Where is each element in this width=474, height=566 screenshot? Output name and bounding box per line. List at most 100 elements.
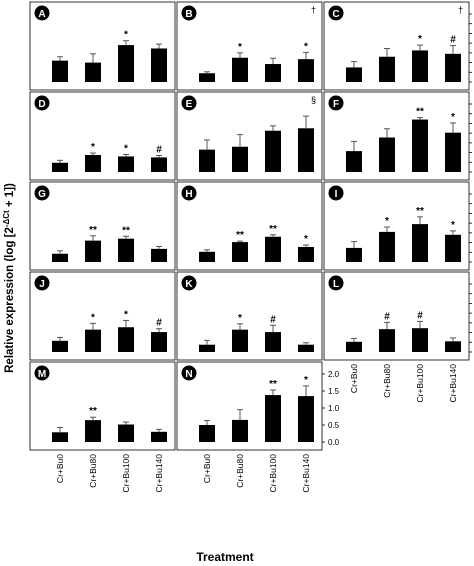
bar — [52, 162, 68, 172]
bar — [445, 234, 461, 262]
significance-mark: * — [238, 42, 242, 53]
bar — [52, 60, 68, 82]
panel-label: N — [185, 369, 192, 380]
bar — [379, 329, 395, 352]
panel-g: G ** ** — [29, 181, 176, 271]
bar — [346, 341, 362, 352]
x-axis-label: Treatment — [196, 550, 253, 564]
panel-label: B — [185, 9, 192, 20]
significance-corner-mark: § — [311, 95, 316, 105]
bar — [85, 329, 101, 352]
bar — [85, 240, 101, 262]
panel-f: F0.00.20.40.60.81.01.21.4*** — [323, 91, 472, 181]
bar — [445, 132, 461, 172]
significance-mark: * — [238, 313, 242, 324]
significance-corner-mark: † — [311, 5, 316, 15]
panel-frame — [323, 91, 470, 181]
bar — [199, 344, 215, 352]
panel-label: C — [332, 9, 339, 20]
significance-mark: # — [270, 314, 276, 325]
bar — [118, 45, 134, 82]
bar — [265, 130, 281, 172]
bar — [346, 151, 362, 172]
panel-l: L0.00.20.40.60.81.01.21.4Cr+Bu0#Cr+Bu80#… — [323, 271, 472, 403]
bar — [232, 419, 248, 442]
significance-mark: # — [450, 35, 456, 46]
bar — [445, 53, 461, 82]
bar — [298, 246, 314, 262]
significance-mark: ** — [416, 206, 424, 217]
panel-frame — [176, 271, 323, 361]
x-tick-label: Cr+Bu100 — [415, 364, 425, 403]
y-axis-label: Relative expression (log [2-ΔCt + 1]) — [2, 183, 17, 373]
panel-label: D — [38, 99, 45, 110]
bar — [118, 327, 134, 352]
panel-b: B † * * — [176, 1, 323, 91]
bar — [199, 425, 215, 442]
bar — [379, 231, 395, 262]
significance-corner-mark: † — [458, 5, 463, 15]
panel-d: D * * # — [29, 91, 176, 181]
panel-label: H — [185, 189, 192, 200]
y-tick-label: 1.0 — [328, 404, 340, 413]
significance-mark: * — [451, 112, 455, 123]
significance-mark: * — [304, 375, 308, 386]
bar — [265, 332, 281, 352]
significance-mark: * — [91, 312, 95, 323]
bar — [346, 67, 362, 82]
bar — [118, 424, 134, 442]
bar — [151, 332, 167, 352]
significance-mark: * — [304, 234, 308, 245]
panel-a: A* — [29, 1, 176, 91]
y-tick-label: 0.0 — [328, 438, 340, 447]
panel-frame — [29, 1, 176, 91]
bar — [199, 251, 215, 262]
significance-mark: ** — [122, 225, 130, 236]
x-tick-label: Cr+Bu0 — [349, 364, 359, 393]
panel-m: M Cr+Bu0 ** Cr+Bu80 Cr+Bu100 Cr+Bu140 — [29, 361, 176, 493]
panel-frame — [176, 181, 323, 271]
significance-mark: # — [156, 318, 162, 329]
panel-label: A — [38, 9, 45, 20]
panel-badge — [34, 5, 50, 21]
x-tick-label: Cr+Bu80 — [235, 454, 245, 488]
bar — [52, 340, 68, 352]
bar — [298, 344, 314, 352]
panel-badge — [328, 275, 344, 291]
panel-frame — [176, 91, 323, 181]
x-tick-label: Cr+Bu100 — [268, 454, 278, 493]
panel-frame — [29, 271, 176, 361]
panel-badge — [34, 185, 50, 201]
x-tick-label: Cr+Bu100 — [121, 454, 131, 493]
bar — [379, 137, 395, 172]
significance-mark: * — [418, 34, 422, 45]
panel-frame — [29, 181, 176, 271]
panel-j: J * * # — [29, 271, 176, 361]
bar — [298, 59, 314, 82]
significance-mark: # — [384, 311, 390, 322]
panel-frame — [323, 271, 470, 361]
panel-frame — [323, 181, 470, 271]
panel-label: G — [38, 189, 46, 200]
bar — [52, 432, 68, 442]
panel-label: J — [39, 279, 45, 290]
bar — [118, 238, 134, 262]
panel-label: F — [333, 99, 339, 110]
panel-i: I0.00.20.40.60.81.01.21.4**** — [323, 181, 472, 271]
y-tick-label: 0.5 — [328, 421, 340, 430]
panel-badge — [34, 365, 50, 381]
panel-n: N 0.0 0.5 1.0 1.5 2.0 Cr+Bu0 Cr+Bu80 ** Cr+Bu100 *… — [176, 361, 340, 493]
bar — [412, 328, 428, 352]
bar — [151, 48, 167, 82]
panel-frame — [176, 1, 323, 91]
significance-mark: ** — [416, 107, 424, 118]
panel-h: H***** — [176, 181, 323, 271]
bar — [151, 431, 167, 442]
bar — [298, 128, 314, 172]
panel-frame — [29, 91, 176, 181]
bar — [412, 119, 428, 172]
panel-badge — [328, 185, 344, 201]
x-tick-label: Cr+Bu0 — [202, 454, 212, 483]
significance-mark: * — [385, 216, 389, 227]
bar — [199, 149, 215, 172]
